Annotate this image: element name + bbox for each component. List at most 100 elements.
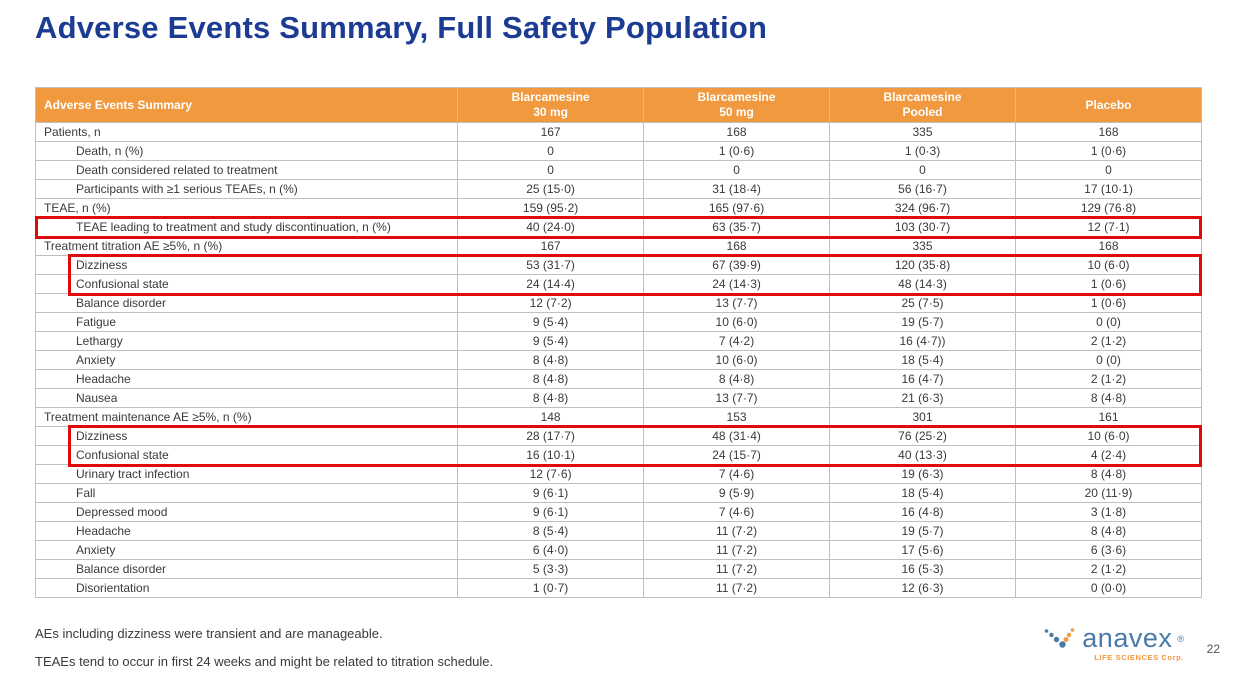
anavex-logo-top: anavex ® <box>1043 625 1184 652</box>
cell-value: 0 <box>829 160 1016 180</box>
row-label: TEAE leading to treatment and study disc… <box>34 217 459 237</box>
row-label: Balance disorder <box>34 559 459 579</box>
row-label: Headache <box>34 521 459 541</box>
anavex-logo-icon <box>1044 627 1075 648</box>
cell-value: 6 (3·6) <box>1015 540 1202 560</box>
cell-value: 10 (6·0) <box>1015 426 1202 446</box>
cell-value: 9 (5·4) <box>457 312 645 332</box>
cell-value: 16 (5·3) <box>829 559 1016 579</box>
cell-value: 17 (10·1) <box>1015 179 1202 199</box>
cell-value: 168 <box>643 236 831 256</box>
cell-value: 40 (13·3) <box>829 445 1016 465</box>
cell-value: 67 (39·9) <box>643 255 831 275</box>
cell-value: 7 (4·6) <box>643 464 831 484</box>
cell-value: 2 (1·2) <box>1015 331 1202 351</box>
cell-value: 8 (4·8) <box>457 388 645 408</box>
cell-value: 0 (0) <box>1015 350 1202 370</box>
cell-value: 8 (4·8) <box>457 369 645 389</box>
row-label: Participants with ≥1 serious TEAEs, n (%… <box>34 179 459 199</box>
cell-value: 48 (31·4) <box>643 426 831 446</box>
cell-value: 25 (7·5) <box>829 293 1016 313</box>
cell-value: 3 (1·8) <box>1015 502 1202 522</box>
row-label: Patients, n <box>34 122 459 142</box>
cell-value: 19 (5·7) <box>829 312 1016 332</box>
cell-value: 103 (30·7) <box>829 217 1016 237</box>
cell-value: 8 (4·8) <box>457 350 645 370</box>
cell-value: 8 (4·8) <box>1015 464 1202 484</box>
table-row: Death, n (%) 0 1 (0·6) 1 (0·3) 1 (0·6) <box>34 141 1202 161</box>
column-header-label: Placebo <box>1085 97 1132 112</box>
row-label: Dizziness <box>34 255 459 275</box>
cell-value: 0 (0) <box>1015 312 1202 332</box>
column-header-label: Blarcamesine <box>883 90 962 104</box>
cell-value: 1 (0·6) <box>1015 141 1202 161</box>
cell-value: 148 <box>457 407 645 427</box>
cell-value: 12 (7·6) <box>457 464 645 484</box>
cell-value: 24 (14·3) <box>643 274 831 294</box>
cell-value: 19 (6·3) <box>829 464 1016 484</box>
table-row: Death considered related to treatment 0 … <box>34 160 1202 180</box>
column-header-label: Adverse Events Summary <box>44 97 193 112</box>
registered-mark: ® <box>1177 633 1184 644</box>
cell-value: 63 (35·7) <box>643 217 831 237</box>
row-label: Headache <box>34 369 459 389</box>
cell-value: 0 <box>457 160 645 180</box>
cell-value: 0 (0·0) <box>1015 578 1202 598</box>
cell-value: 4 (2·4) <box>1015 445 1202 465</box>
table-row: Balance disorder 5 (3·3) 11 (7·2) 16 (5·… <box>34 559 1202 579</box>
row-label: Fatigue <box>34 312 459 332</box>
table-header-row: Adverse Events Summary Blarcamesine 30 m… <box>34 87 1202 123</box>
cell-value: 0 <box>457 141 645 161</box>
cell-value: 76 (25·2) <box>829 426 1016 446</box>
table-row: Dizziness 28 (17·7) 48 (31·4) 76 (25·2) … <box>34 426 1202 446</box>
cell-value: 48 (14·3) <box>829 274 1016 294</box>
table-row: Urinary tract infection 12 (7·6) 7 (4·6)… <box>34 464 1202 484</box>
cell-value: 7 (4·2) <box>643 331 831 351</box>
cell-value: 9 (5·9) <box>643 483 831 503</box>
cell-value: 11 (7·2) <box>643 559 831 579</box>
cell-value: 12 (7·1) <box>1015 217 1202 237</box>
cell-value: 324 (96·7) <box>829 198 1016 218</box>
slide-title: Adverse Events Summary, Full Safety Popu… <box>35 10 768 45</box>
table-row: TEAE leading to treatment and study disc… <box>34 217 1202 237</box>
cell-value: 168 <box>1015 236 1202 256</box>
table-wrap: Adverse Events Summary Blarcamesine 30 m… <box>34 87 1202 598</box>
row-label: Dizziness <box>34 426 459 446</box>
cell-value: 301 <box>829 407 1016 427</box>
table-row: Headache 8 (5·4) 11 (7·2) 19 (5·7) 8 (4·… <box>34 521 1202 541</box>
cell-value: 56 (16·7) <box>829 179 1016 199</box>
row-label: Death considered related to treatment <box>34 160 459 180</box>
row-label: Urinary tract infection <box>34 464 459 484</box>
cell-value: 18 (5·4) <box>829 350 1016 370</box>
cell-value: 2 (1·2) <box>1015 369 1202 389</box>
cell-value: 18 (5·4) <box>829 483 1016 503</box>
footnote: TEAEs tend to occur in first 24 weeks an… <box>35 654 494 669</box>
row-label: Confusional state <box>34 274 459 294</box>
cell-value: 153 <box>643 407 831 427</box>
table-body: Patients, n 167 168 335 168 Death, n (%)… <box>34 122 1202 598</box>
anavex-logo: anavex ® LIFE SCIENCES Corp. <box>1043 625 1184 662</box>
cell-value: 17 (5·6) <box>829 540 1016 560</box>
cell-value: 161 <box>1015 407 1202 427</box>
cell-value: 12 (6·3) <box>829 578 1016 598</box>
row-label: TEAE, n (%) <box>34 198 459 218</box>
cell-value: 129 (76·8) <box>1015 198 1202 218</box>
footnote: AEs including dizziness were transient a… <box>35 626 383 641</box>
cell-value: 16 (4·7) <box>829 369 1016 389</box>
row-label: Balance disorder <box>34 293 459 313</box>
cell-value: 24 (15·7) <box>643 445 831 465</box>
column-header-placebo: Placebo <box>1015 87 1202 123</box>
cell-value: 10 (6·0) <box>1015 255 1202 275</box>
cell-value: 1 (0·3) <box>829 141 1016 161</box>
cell-value: 13 (7·7) <box>643 293 831 313</box>
table-row: TEAE, n (%) 159 (95·2) 165 (97·6) 324 (9… <box>34 198 1202 218</box>
cell-value: 9 (6·1) <box>457 502 645 522</box>
cell-value: 335 <box>829 236 1016 256</box>
table-row: Confusional state 24 (14·4) 24 (14·3) 48… <box>34 274 1202 294</box>
row-label: Disorientation <box>34 578 459 598</box>
cell-value: 20 (11·9) <box>1015 483 1202 503</box>
cell-value: 6 (4·0) <box>457 540 645 560</box>
cell-value: 168 <box>643 122 831 142</box>
cell-value: 159 (95·2) <box>457 198 645 218</box>
cell-value: 335 <box>829 122 1016 142</box>
